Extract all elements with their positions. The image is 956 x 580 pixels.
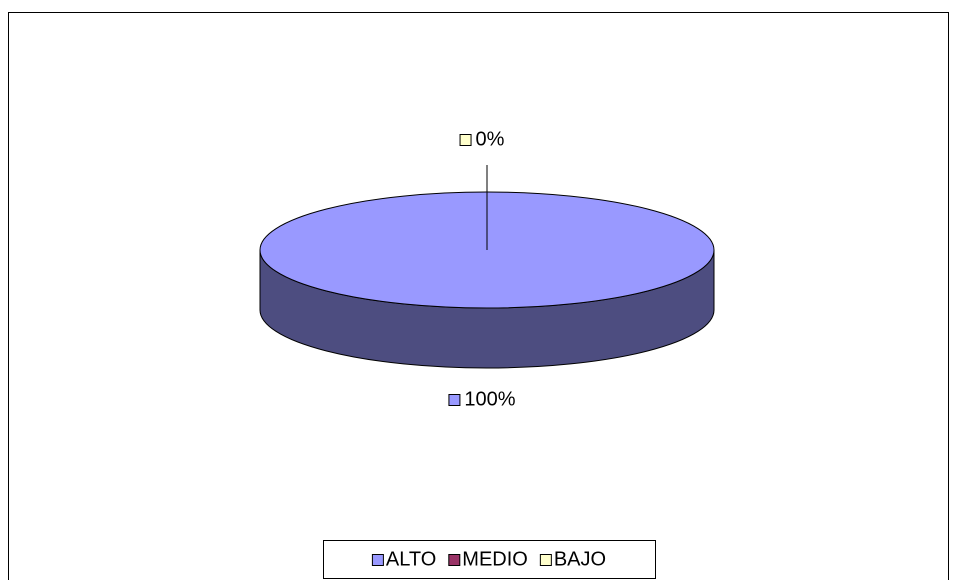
legend-label: BAJO xyxy=(554,548,606,570)
data-label: 0% xyxy=(476,128,505,150)
legend-swatch xyxy=(371,554,384,566)
legend-label: MEDIO xyxy=(462,548,528,570)
legend-swatch xyxy=(448,554,461,566)
legend-label: ALTO xyxy=(386,548,436,570)
data-label: 100% xyxy=(464,388,515,410)
legend-swatch xyxy=(539,554,552,566)
label-swatch xyxy=(448,394,461,406)
legend xyxy=(323,540,656,579)
label-swatch xyxy=(459,134,472,146)
